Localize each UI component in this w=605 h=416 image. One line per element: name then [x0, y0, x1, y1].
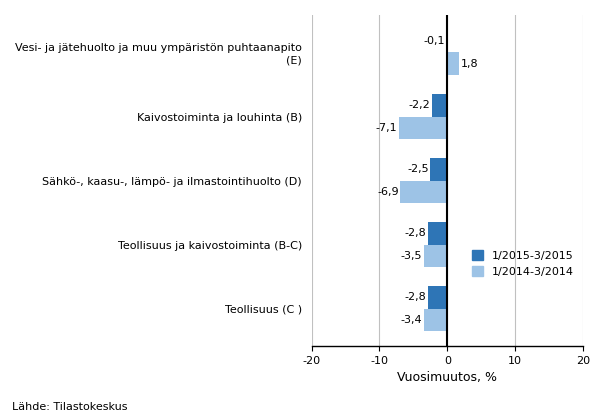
Text: -0,1: -0,1 [424, 36, 445, 46]
Text: -7,1: -7,1 [376, 123, 397, 133]
Bar [424, 309, 447, 331]
Bar [399, 116, 447, 139]
Legend: 1/2015-3/2015, 1/2014-3/2014: 1/2015-3/2015, 1/2014-3/2014 [469, 246, 577, 280]
Text: -6,9: -6,9 [377, 187, 399, 197]
Text: -2,5: -2,5 [407, 164, 428, 174]
Text: -2,8: -2,8 [405, 292, 427, 302]
Bar [446, 30, 447, 52]
Text: -2,8: -2,8 [405, 228, 427, 238]
X-axis label: Vuosimuutos, %: Vuosimuutos, % [397, 371, 497, 384]
Bar [428, 286, 447, 309]
Bar [424, 245, 447, 267]
Bar [428, 222, 447, 245]
Bar [401, 181, 447, 203]
Bar [433, 94, 447, 116]
Text: 1,8: 1,8 [461, 59, 479, 69]
Text: -3,5: -3,5 [401, 251, 422, 261]
Text: -2,2: -2,2 [409, 100, 431, 110]
Text: Lähde: Tilastokeskus: Lähde: Tilastokeskus [12, 402, 128, 412]
Bar [430, 158, 447, 181]
Bar [447, 52, 459, 75]
Text: -3,4: -3,4 [401, 315, 422, 325]
